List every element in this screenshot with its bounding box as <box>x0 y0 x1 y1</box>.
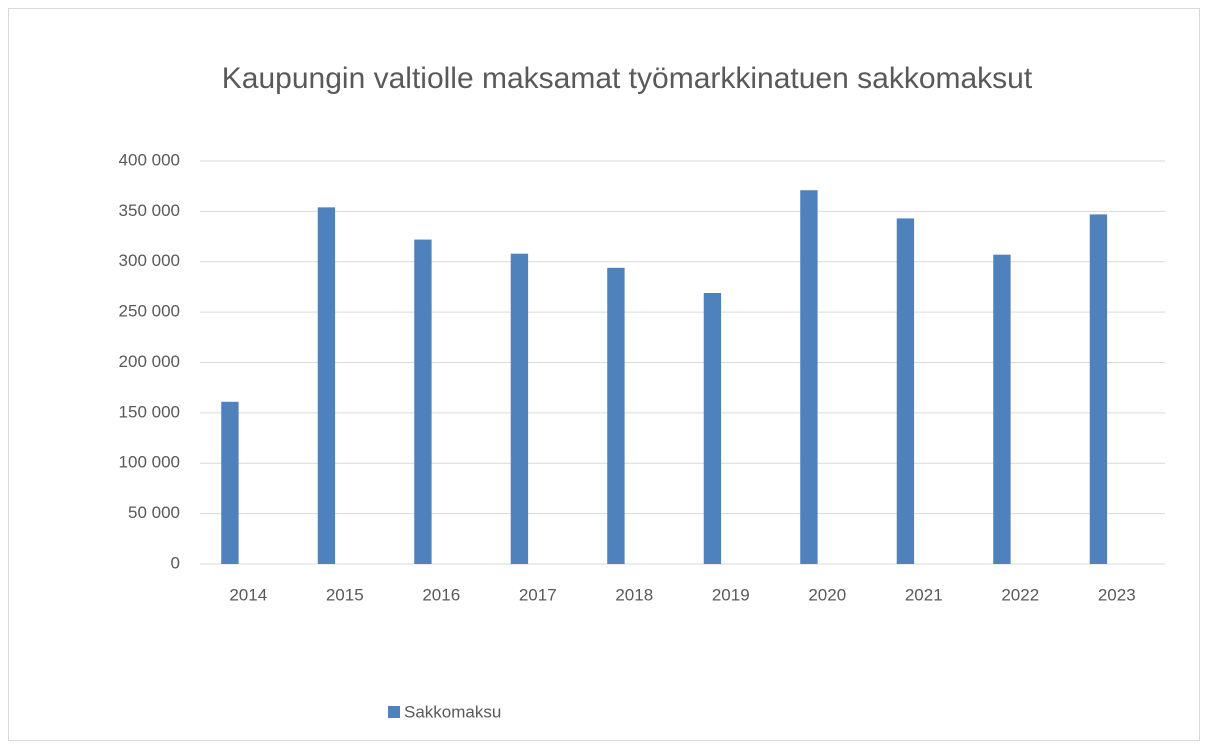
bar <box>221 401 239 564</box>
bar <box>414 239 432 564</box>
bar <box>800 190 818 564</box>
x-tick-label: 2020 <box>808 585 846 604</box>
chart-frame <box>8 8 1200 741</box>
x-tick-label: 2018 <box>615 585 653 604</box>
bar <box>896 218 915 565</box>
chart-title: Kaupungin valtiolle maksamat työmarkkina… <box>222 62 1033 95</box>
x-tick-label: 2019 <box>712 585 750 604</box>
x-tick-label: 2014 <box>229 585 267 604</box>
y-tick-label: 0 <box>171 553 180 572</box>
y-tick-label: 50 000 <box>128 503 180 522</box>
legend-label: Sakkomaksu <box>404 702 501 721</box>
legend-swatch <box>388 706 400 718</box>
bar <box>317 207 336 564</box>
x-tick-label: 2023 <box>1098 585 1136 604</box>
bar <box>703 292 722 564</box>
x-tick-label: 2022 <box>1001 585 1039 604</box>
y-tick-label: 200 000 <box>119 352 180 371</box>
bar <box>1089 214 1108 564</box>
y-tick-label: 250 000 <box>119 302 180 321</box>
y-tick-label: 100 000 <box>119 453 180 472</box>
y-tick-label: 300 000 <box>119 251 180 270</box>
bar <box>607 267 625 564</box>
x-tick-label: 2015 <box>326 585 364 604</box>
bar <box>993 254 1011 564</box>
x-tick-label: 2016 <box>422 585 460 604</box>
bar <box>510 253 529 564</box>
x-tick-label: 2017 <box>519 585 557 604</box>
y-tick-label: 400 000 <box>119 150 180 169</box>
y-tick-label: 150 000 <box>119 402 180 421</box>
y-tick-label: 350 000 <box>119 201 180 220</box>
x-tick-label: 2021 <box>905 585 943 604</box>
